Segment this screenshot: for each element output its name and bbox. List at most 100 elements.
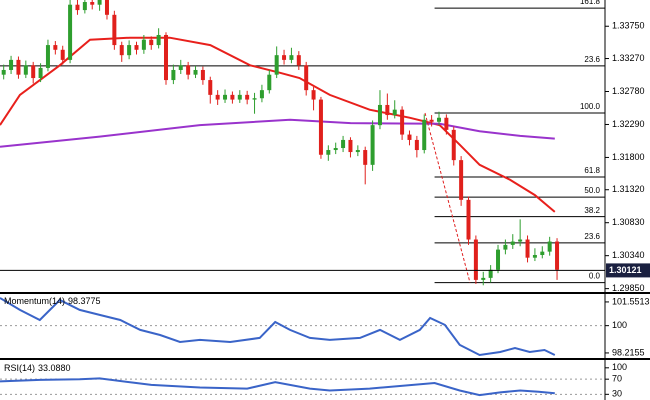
candle-body: [1, 69, 6, 75]
candle-body: [16, 59, 21, 75]
candle-body: [23, 65, 28, 75]
candle-body: [444, 117, 449, 130]
candle-body: [422, 119, 427, 151]
indicator-value: 98.3775: [68, 296, 101, 306]
candle-body: [355, 150, 360, 153]
candle-body: [193, 69, 198, 75]
candle-body: [414, 139, 419, 151]
y-tick-label: 1.32290: [612, 119, 645, 129]
y-tick-label: 70: [612, 374, 622, 384]
candle-body: [377, 104, 382, 126]
indicator-label: Momentum(14) 98.3775: [4, 296, 101, 306]
candle-body: [127, 45, 132, 56]
candle-body: [326, 150, 331, 155]
candle-body: [496, 249, 501, 270]
candle-body: [200, 69, 205, 81]
candle-body: [90, 2, 95, 5]
candle-body: [333, 148, 338, 151]
candle-body: [488, 269, 493, 278]
y-tick-label: 1.32780: [612, 86, 645, 96]
candle-body: [223, 94, 228, 100]
candle-body: [282, 55, 287, 60]
candle-body: [149, 39, 154, 46]
candle-body: [407, 134, 412, 140]
candle-body: [112, 14, 117, 46]
indicator-line: [0, 377, 555, 397]
candle-body: [392, 109, 397, 116]
candle-body: [341, 139, 346, 149]
candle-body: [141, 39, 146, 50]
candle-body: [311, 90, 316, 100]
candle-body: [436, 117, 441, 122]
fib-label: 100.0: [580, 102, 601, 111]
candle-body: [245, 94, 250, 100]
candle-body: [60, 49, 65, 60]
candle-body: [9, 59, 14, 70]
moving-average: [0, 36, 556, 213]
indicator-value: 33.0880: [38, 363, 71, 373]
candle-body: [178, 65, 183, 70]
candle-body: [547, 241, 552, 252]
candle-body: [134, 45, 139, 50]
fib-label: 23.6: [584, 55, 600, 64]
candle-body: [171, 69, 176, 81]
candle-body: [296, 55, 301, 66]
candle-body: [252, 98, 257, 100]
candle-body: [164, 34, 169, 81]
candle-body: [525, 239, 530, 258]
fib-label: 0.0: [589, 272, 601, 281]
candle-body: [53, 45, 58, 50]
candle-body: [348, 139, 353, 153]
candle-body: [156, 34, 161, 46]
candle-body: [304, 65, 309, 91]
y-tick-label: 1.31800: [612, 152, 645, 162]
candle-body: [481, 277, 486, 280]
candle-body: [289, 55, 294, 60]
y-tick-label: 101.5513: [612, 296, 650, 306]
candle-body: [119, 45, 124, 56]
candle-body: [104, 0, 109, 15]
y-tick-label: 1.31320: [612, 184, 645, 194]
candle-body: [370, 125, 375, 165]
candle-body: [230, 94, 235, 100]
y-tick-label: 100: [612, 362, 627, 372]
candle-body: [473, 239, 478, 280]
candle-body: [466, 199, 471, 240]
candle-body: [97, 0, 102, 5]
fib-label: 23.6: [584, 232, 600, 241]
candle-body: [451, 129, 456, 161]
candle-body: [45, 45, 50, 68]
indicator-label: RSI(14) 33.0880: [4, 363, 71, 373]
candle-body: [510, 241, 515, 245]
candle-body: [503, 244, 508, 250]
candle-body: [75, 4, 80, 11]
y-tick-label: 1.29850: [612, 283, 645, 293]
last-price-label: 1.30121: [609, 265, 642, 275]
y-tick-label: 1.33750: [612, 21, 645, 31]
candle-body: [237, 94, 242, 100]
candle-body: [215, 94, 220, 100]
candle-body: [318, 99, 323, 155]
y-tick-label: 100: [612, 320, 627, 330]
fib-label: 50.0: [584, 186, 600, 195]
candle-body: [400, 109, 405, 135]
fib-swing: [424, 112, 471, 283]
last-price-box: [606, 263, 650, 278]
indicator-name: RSI(14): [4, 363, 35, 373]
candle-body: [429, 119, 434, 122]
candle-body: [555, 241, 560, 270]
y-tick-label: 30: [612, 389, 622, 399]
candle-body: [208, 80, 213, 95]
fib-label: 61.8: [584, 166, 600, 175]
candle-body: [459, 160, 464, 200]
y-tick-label: 1.30830: [612, 217, 645, 227]
y-tick-label: 98.2155: [612, 347, 645, 357]
candle-body: [363, 150, 368, 165]
candle-body: [540, 251, 545, 255]
candle-body: [518, 239, 523, 242]
indicator-line: [0, 297, 556, 357]
y-tick-label: 1.30340: [612, 250, 645, 260]
candle-body: [82, 2, 87, 11]
candle-body: [267, 74, 272, 91]
